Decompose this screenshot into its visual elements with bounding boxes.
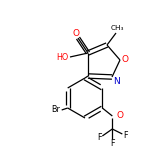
Text: O: O xyxy=(121,55,128,64)
Text: F: F xyxy=(110,138,115,147)
Text: F: F xyxy=(123,131,128,140)
Text: Br: Br xyxy=(51,105,60,114)
Text: HO: HO xyxy=(56,52,68,62)
Text: O: O xyxy=(73,29,79,38)
Text: F: F xyxy=(97,133,102,143)
Text: CH₃: CH₃ xyxy=(110,25,124,31)
Text: N: N xyxy=(114,76,120,85)
Text: O: O xyxy=(116,111,123,119)
